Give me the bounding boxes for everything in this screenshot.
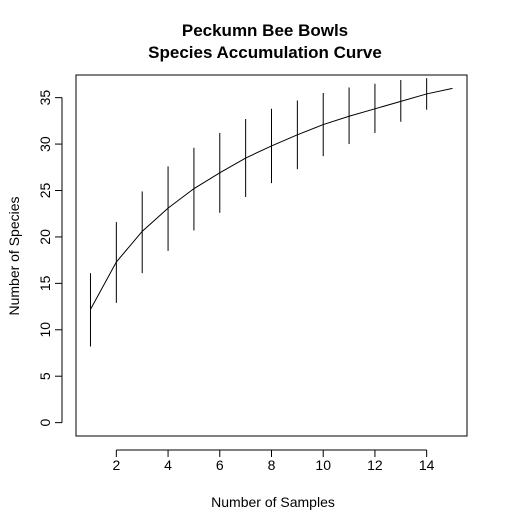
y-axis: 0 5 10 15 20 25 30 35 (37, 90, 63, 427)
plot-frame (75, 74, 468, 437)
x-axis-label: Number of Samples (211, 494, 335, 510)
y-tick-label: 0 (37, 419, 53, 427)
error-bars (89, 78, 428, 347)
x-tick-label: 12 (367, 457, 383, 473)
y-axis-label: Number of Species (6, 196, 22, 315)
chart-title-line-1: Peckumn Bee Bowls (182, 21, 348, 40)
x-tick-label: 14 (419, 457, 435, 473)
x-tick-label: 6 (216, 457, 224, 473)
x-tick-label: 4 (164, 457, 172, 473)
x-tick-label: 10 (315, 457, 331, 473)
x-tick-label: 2 (112, 457, 120, 473)
series-group (90, 87, 453, 310)
y-tick-label: 10 (37, 322, 53, 338)
y-tick-label: 25 (37, 183, 53, 199)
x-axis: 2 4 6 8 10 12 14 (112, 449, 435, 473)
y-tick-label: 15 (37, 275, 53, 291)
y-tick-label: 35 (37, 90, 53, 106)
y-tick-label: 20 (37, 229, 53, 245)
x-tick-label: 8 (268, 457, 276, 473)
y-tick-label: 30 (37, 136, 53, 152)
chart-title-line-2: Species Accumulation Curve (148, 43, 382, 62)
y-tick-label: 5 (37, 372, 53, 380)
accumulation-curve (90, 87, 453, 310)
